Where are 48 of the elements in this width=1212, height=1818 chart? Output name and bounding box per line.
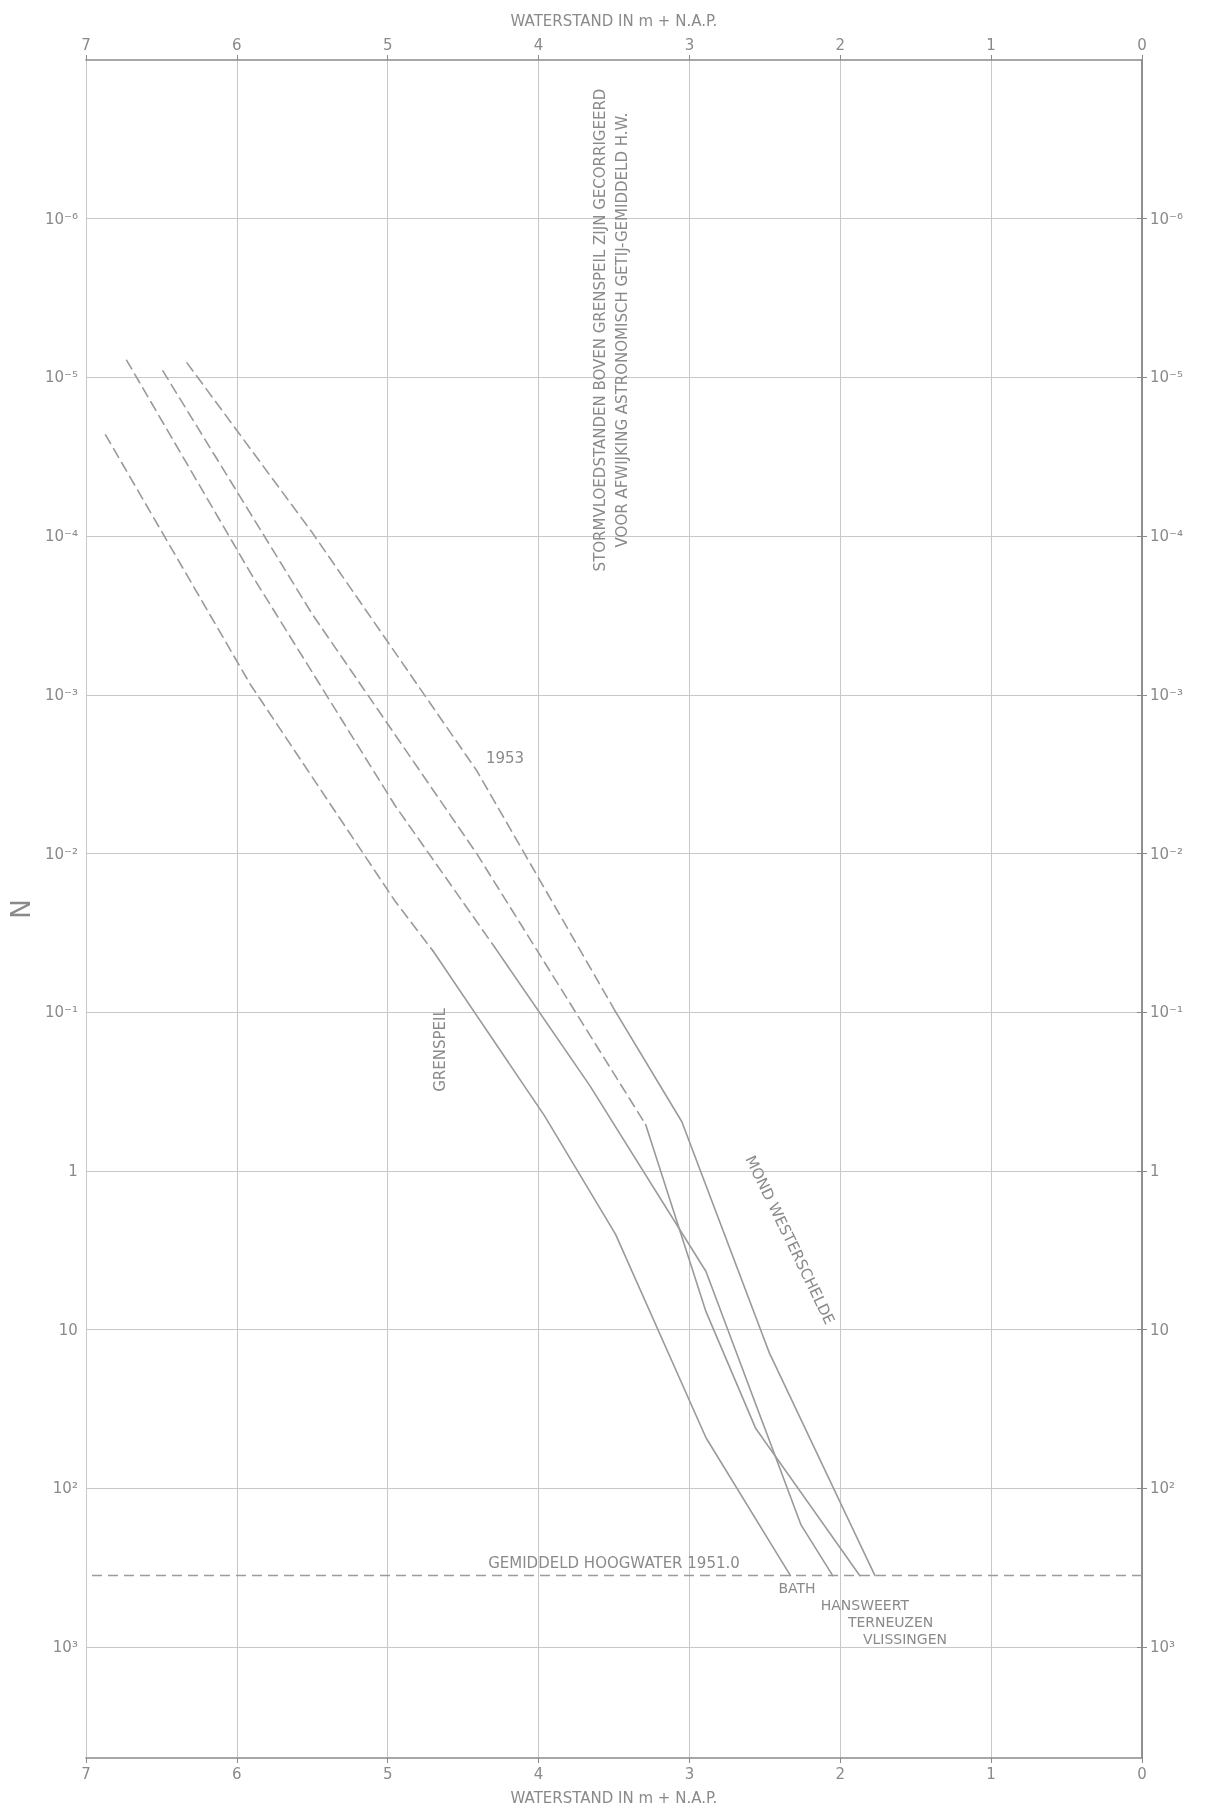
x2-tick-label: 4 (533, 35, 544, 54)
annotation: VOOR AFWIJKING ASTRONOMISCH GETIJ-GEMIDDELD H.W. (613, 112, 631, 548)
text: 10⁻⁴ (44, 527, 78, 546)
x-tick-label: 7 (81, 1764, 91, 1783)
y-axis-title: N (6, 899, 36, 919)
x-tick-label: 2 (835, 1764, 846, 1783)
y-tick-label: 10⁻⁶ (1150, 209, 1184, 228)
text: TERNEUZEN (846, 1613, 934, 1630)
x-axis-title: WATERSTAND IN m + N.A.P. (510, 1788, 718, 1807)
y-tick-label: 10⁻² (1150, 844, 1184, 863)
text: 10⁻⁶ (44, 209, 78, 228)
annotation: STORMVLOEDSTANDEN BOVEN GRENSPEIL ZIJN GECORRIGEERD (591, 88, 609, 572)
x2-tick-label: 6 (232, 35, 242, 54)
y-tick-label: 10 (1150, 1320, 1170, 1339)
x-tick-label: 5 (382, 1764, 393, 1783)
annotation: GRENSPEIL (431, 1007, 449, 1092)
series-label: HANSWEERT (820, 1596, 910, 1613)
x2-tick-label: 7 (81, 35, 91, 54)
text: 10⁻⁵ (44, 368, 78, 387)
x2-tick-label: 1 (986, 35, 996, 54)
text: 10² (52, 1479, 78, 1498)
y-tick-label: 10⁻⁵ (1150, 368, 1184, 387)
y-tick-label: 10⁻³ (1150, 685, 1184, 704)
series-label: BATH (778, 1579, 816, 1596)
annotation: 1953 (485, 749, 525, 767)
y-tick-label: 10³ (1150, 1638, 1176, 1657)
x-tick-label: 3 (684, 1764, 695, 1783)
text: 10⁻² (44, 844, 78, 863)
text: 10⁻¹ (44, 1003, 78, 1022)
text: 1 (68, 1161, 78, 1180)
x2-tick-label: 2 (835, 35, 846, 54)
x-tick-label: 6 (232, 1764, 242, 1783)
x2-tick-label: 5 (382, 35, 393, 54)
text: 10⁻³ (44, 685, 78, 704)
ref-line-label: GEMIDDELD HOOGWATER 1951.0 (488, 1554, 740, 1573)
y-tick-label: 1 (1150, 1161, 1160, 1180)
x-tick-label: 0 (1137, 1764, 1147, 1783)
text: 10³ (52, 1638, 78, 1657)
x2-tick-label: 3 (684, 35, 695, 54)
text: 10 (58, 1320, 78, 1339)
y-tick-label: 10⁻⁴ (1150, 527, 1184, 546)
y-tick-label: 10⁻¹ (1150, 1003, 1184, 1022)
x-tick-label: 4 (533, 1764, 544, 1783)
y-tick-label: 10² (1150, 1479, 1176, 1498)
x2-tick-label: 0 (1137, 35, 1147, 54)
x2-axis-title: WATERSTAND IN m + N.A.P. (510, 11, 718, 30)
x-tick-label: 1 (986, 1764, 996, 1783)
text: VLISSINGEN (862, 1630, 948, 1647)
